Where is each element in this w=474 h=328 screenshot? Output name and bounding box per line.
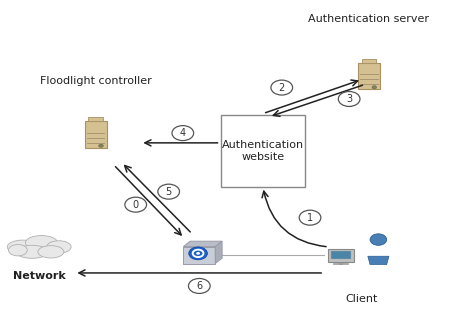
FancyBboxPatch shape	[331, 251, 351, 259]
Circle shape	[196, 252, 200, 255]
Circle shape	[370, 234, 387, 245]
Ellipse shape	[46, 241, 71, 253]
Circle shape	[189, 247, 208, 260]
Ellipse shape	[9, 244, 27, 256]
FancyBboxPatch shape	[328, 249, 354, 261]
FancyBboxPatch shape	[339, 261, 342, 263]
FancyBboxPatch shape	[89, 117, 103, 121]
Ellipse shape	[26, 236, 57, 250]
FancyBboxPatch shape	[220, 115, 305, 187]
Text: 4: 4	[180, 128, 186, 138]
Polygon shape	[215, 241, 222, 263]
Circle shape	[372, 86, 377, 89]
Text: Client: Client	[346, 294, 378, 304]
Polygon shape	[183, 241, 222, 247]
Text: 1: 1	[307, 213, 313, 223]
Text: 3: 3	[346, 94, 352, 104]
Ellipse shape	[16, 245, 48, 258]
Text: 0: 0	[133, 200, 139, 210]
FancyBboxPatch shape	[333, 263, 348, 264]
Text: Floodlight controller: Floodlight controller	[40, 76, 152, 86]
Text: 5: 5	[165, 187, 172, 197]
Polygon shape	[183, 247, 215, 263]
Text: Authentication server: Authentication server	[309, 14, 429, 24]
Circle shape	[99, 144, 103, 147]
Text: Network: Network	[13, 271, 65, 281]
Text: 2: 2	[279, 83, 285, 92]
FancyBboxPatch shape	[362, 58, 376, 63]
Polygon shape	[368, 256, 389, 265]
FancyBboxPatch shape	[358, 63, 380, 90]
Text: Authentication
website: Authentication website	[222, 140, 304, 162]
FancyBboxPatch shape	[85, 121, 107, 148]
Ellipse shape	[38, 246, 64, 258]
Ellipse shape	[7, 240, 38, 254]
Text: 6: 6	[196, 281, 202, 291]
